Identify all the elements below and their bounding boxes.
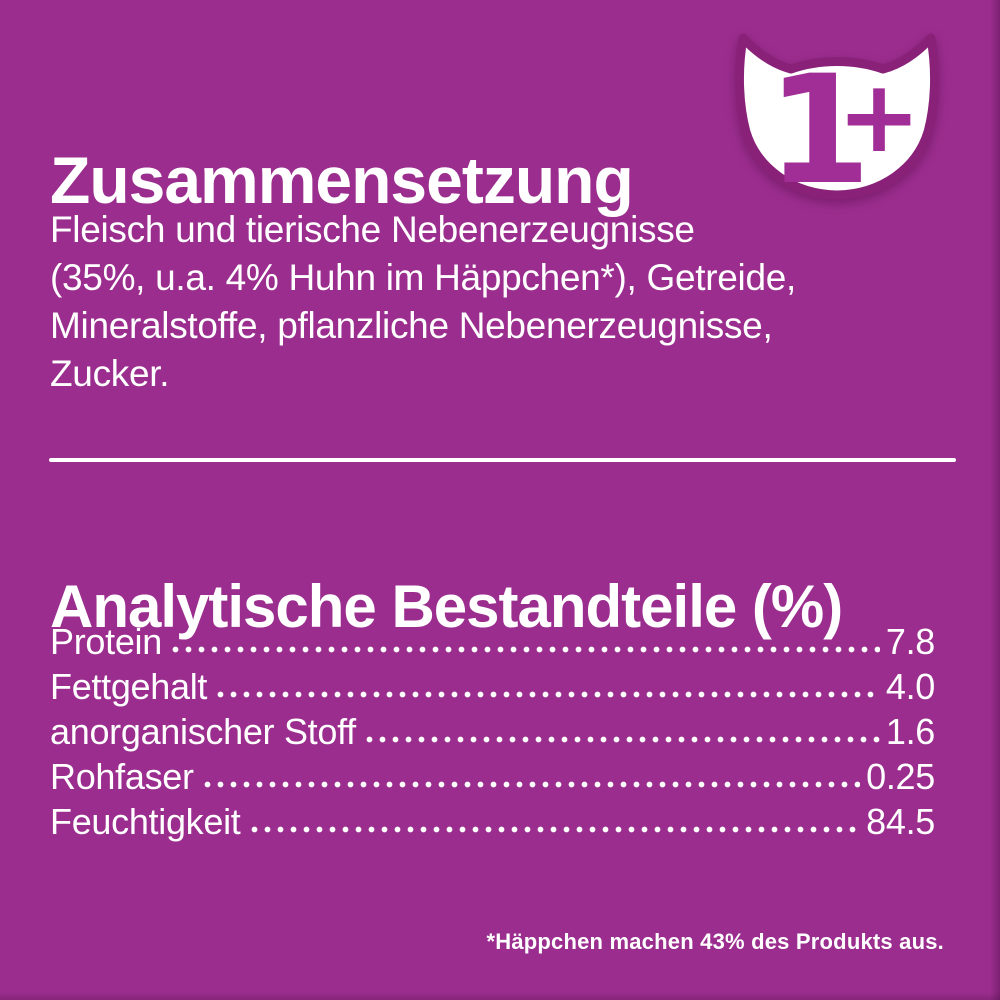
table-row: Protein 7.8	[50, 618, 935, 663]
table-row: Rohfaser 0.25	[50, 753, 935, 798]
table-row: Fettgehalt 4.0	[50, 663, 935, 708]
badge-plus-sign: +	[837, 58, 921, 175]
dot-leader	[217, 691, 880, 698]
row-value: 7.8	[885, 621, 935, 662]
row-value: 84.5	[866, 801, 935, 842]
composition-title: Zusammensetzung	[50, 143, 634, 218]
dot-leader	[250, 826, 861, 833]
ingredients-line: Zucker.	[50, 353, 170, 394]
cat-head-icon	[734, 33, 940, 200]
row-label: anorganischer Stoff	[50, 711, 356, 752]
badge-age-digit: 1	[767, 44, 871, 203]
row-value: 0.25	[866, 756, 935, 797]
dot-leader	[365, 736, 880, 743]
ingredients-line: Fleisch und tierische Nebenerzeugnisse	[50, 209, 695, 250]
row-value: 1.6	[885, 711, 935, 752]
analysis-title: Analytische Bestandteile (%)	[50, 572, 843, 640]
row-value: 4.0	[885, 666, 935, 707]
footnote: *Häppchen machen 43% des Produkts aus.	[486, 929, 944, 954]
dot-leader	[171, 646, 880, 653]
analysis-table: Protein 7.8 Fettgehalt 4.0 anorganischer…	[50, 618, 935, 843]
ingredients-paragraph: Fleisch und tierische Nebenerzeugnisse (…	[50, 206, 796, 398]
row-label: Rohfaser	[50, 756, 194, 797]
ingredients-line: Mineralstoffe, pflanzliche Nebenerzeugni…	[50, 305, 773, 346]
table-row: Feuchtigkeit 84.5	[50, 798, 935, 843]
cat-head-badge: 1 +	[734, 33, 940, 203]
ingredients-line: (35%, u.a. 4% Huhn im Häppchen*), Getrei…	[50, 257, 796, 298]
section-divider	[49, 458, 956, 462]
row-label: Protein	[50, 621, 162, 662]
row-label: Fettgehalt	[50, 666, 208, 707]
dot-leader	[203, 781, 861, 788]
row-label: Feuchtigkeit	[50, 801, 241, 842]
table-row: anorganischer Stoff 1.6	[50, 708, 935, 753]
